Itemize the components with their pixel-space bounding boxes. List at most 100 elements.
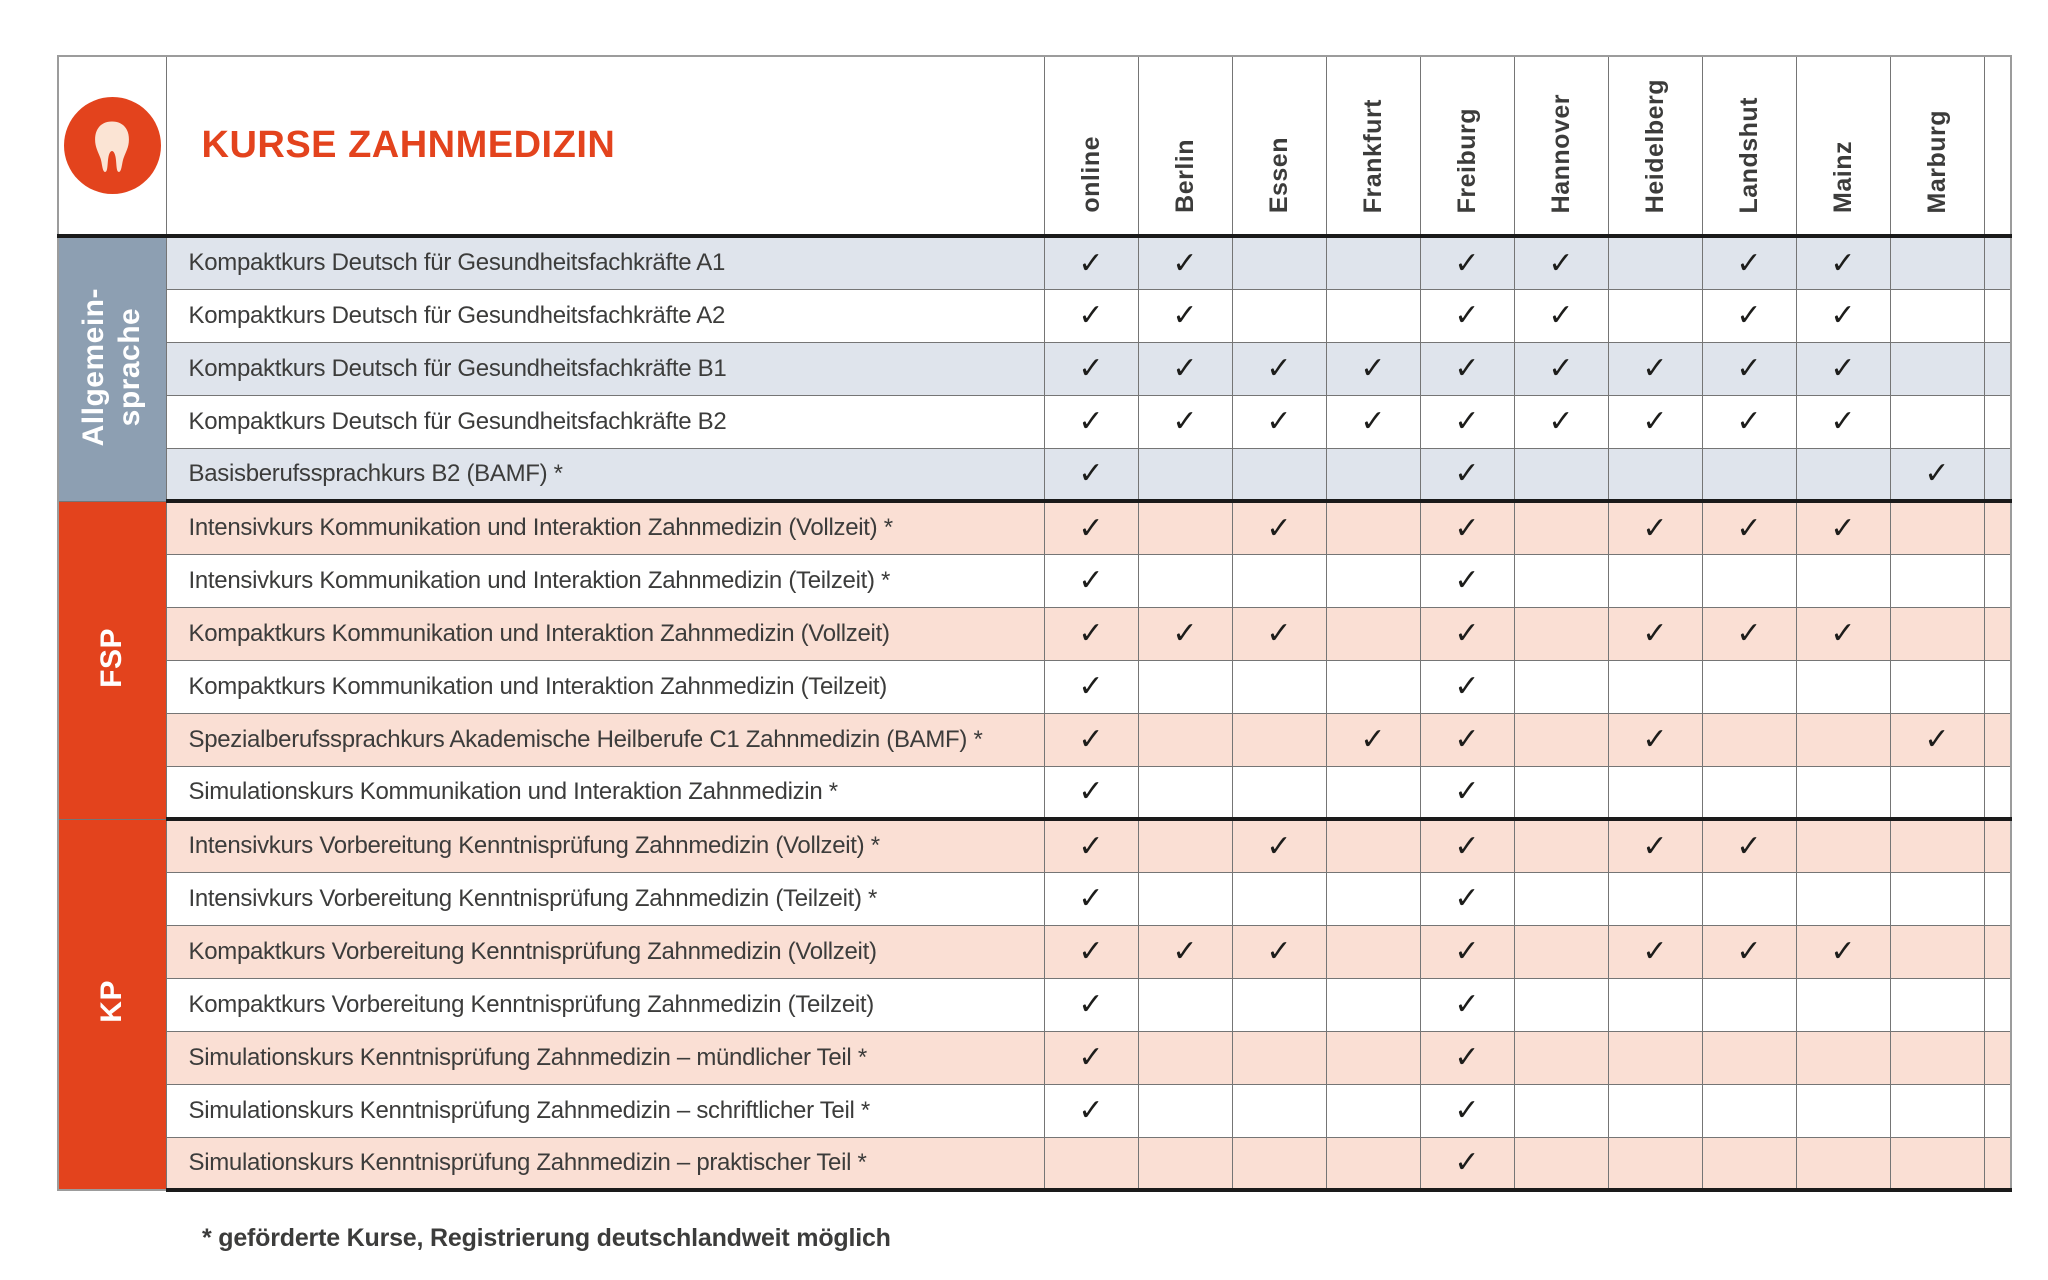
empty-cell: [1795, 1083, 1891, 1138]
spacer-column: [1983, 55, 2012, 238]
column-header-label: Landshut: [1734, 96, 1763, 214]
empty-cell: [1513, 924, 1609, 979]
column-header-berlin: Berlin: [1137, 55, 1233, 238]
empty-cell: [1889, 1083, 1985, 1138]
empty-cell: [1231, 871, 1327, 926]
empty-cell: [1325, 1030, 1421, 1085]
check-mark-cell: ✓: [1607, 712, 1703, 767]
empty-cell: [1607, 288, 1703, 343]
empty-cell: [1231, 447, 1327, 503]
empty-cell: [1701, 1083, 1797, 1138]
check-mark-cell: ✓: [1419, 924, 1515, 979]
empty-cell: [1701, 765, 1797, 821]
table-row: Spezialberufssprachkurs Akademische Heil…: [58, 712, 2012, 767]
empty-cell: [1137, 871, 1233, 926]
check-mark-cell: ✓: [1043, 924, 1139, 979]
empty-cell: [1889, 977, 1985, 1032]
empty-cell: [1137, 1136, 1233, 1192]
course-label: Kompaktkurs Kommunikation und Interaktio…: [165, 659, 1045, 714]
check-mark-cell: ✓: [1419, 500, 1515, 555]
empty-cell: [1325, 500, 1421, 555]
check-mark-cell: ✓: [1607, 924, 1703, 979]
empty-cell: [1607, 871, 1703, 926]
check-mark-cell: ✓: [1043, 606, 1139, 661]
check-mark-cell: ✓: [1325, 341, 1421, 396]
empty-cell: [1513, 765, 1609, 821]
spacer-cell: [1983, 1083, 2012, 1138]
course-label: Kompaktkurs Kommunikation und Interaktio…: [165, 606, 1045, 661]
empty-cell: [1889, 288, 1985, 343]
empty-cell: [1231, 1136, 1327, 1192]
check-mark-cell: ✓: [1607, 394, 1703, 449]
empty-cell: [1231, 765, 1327, 821]
empty-cell: [1137, 977, 1233, 1032]
check-mark-cell: ✓: [1701, 394, 1797, 449]
check-mark-cell: ✓: [1325, 712, 1421, 767]
spacer-cell: [1983, 765, 2012, 821]
check-mark-cell: ✓: [1419, 765, 1515, 821]
check-mark-cell: ✓: [1043, 765, 1139, 821]
empty-cell: [1513, 818, 1609, 873]
empty-cell: [1889, 235, 1985, 290]
empty-cell: [1325, 659, 1421, 714]
column-header-label: Marburg: [1922, 109, 1951, 214]
check-mark-cell: ✓: [1043, 712, 1139, 767]
empty-cell: [1137, 500, 1233, 555]
empty-cell: [1137, 447, 1233, 503]
empty-cell: [1137, 712, 1233, 767]
empty-cell: [1231, 1083, 1327, 1138]
course-label: Intensivkurs Kommunikation und Interakti…: [165, 553, 1045, 608]
course-label: Kompaktkurs Vorbereitung Kenntnisprüfung…: [165, 924, 1045, 979]
column-header-landshut: Landshut: [1701, 55, 1797, 238]
check-mark-cell: ✓: [1137, 235, 1233, 290]
table-row: KP Intensivkurs Vorbereitung Kenntnisprüf…: [57, 818, 2012, 1191]
table-row: Kompaktkurs Deutsch für Gesundheitsfachk…: [58, 341, 2012, 396]
empty-cell: [1795, 553, 1891, 608]
empty-cell: [1795, 977, 1891, 1032]
course-label: Simulationskurs Kenntnisprüfung Zahnmedi…: [165, 1030, 1045, 1085]
empty-cell: [1231, 712, 1327, 767]
course-label: Simulationskurs Kommunikation und Intera…: [165, 765, 1045, 821]
check-mark-cell: ✓: [1701, 500, 1797, 555]
empty-cell: [1513, 977, 1609, 1032]
check-mark-cell: ✓: [1325, 394, 1421, 449]
spacer-cell: [1983, 977, 2012, 1032]
check-mark-cell: ✓: [1231, 341, 1327, 396]
header-row: KURSE ZAHNMEDIZIN online Berlin Essen Frank…: [57, 55, 2012, 238]
empty-cell: [1513, 1083, 1609, 1138]
empty-cell: [1325, 924, 1421, 979]
column-header-essen: Essen: [1231, 55, 1327, 238]
column-header-hannover: Hannover: [1513, 55, 1609, 238]
spacer-cell: [1983, 394, 2012, 449]
check-mark-cell: ✓: [1137, 606, 1233, 661]
spacer-cell: [1983, 288, 2012, 343]
table-row: Kompaktkurs Deutsch für Gesundheitsfachk…: [58, 288, 2012, 343]
empty-cell: [1889, 500, 1985, 555]
empty-cell: [1325, 818, 1421, 873]
empty-cell: [1513, 447, 1609, 503]
empty-cell: [1607, 447, 1703, 503]
table-row: Allgemein- sprache Kompaktkurs Deutsch fü…: [57, 235, 2012, 502]
table-row: Kompaktkurs Vorbereitung Kenntnisprüfung…: [58, 977, 2012, 1032]
check-mark-cell: ✓: [1419, 341, 1515, 396]
empty-cell: [1231, 1030, 1327, 1085]
check-mark-cell: ✓: [1419, 235, 1515, 290]
check-mark-cell: ✓: [1043, 659, 1139, 714]
empty-cell: [1889, 553, 1985, 608]
logo-cell: [57, 55, 167, 238]
empty-cell: [1889, 765, 1985, 821]
check-mark-cell: ✓: [1137, 924, 1233, 979]
empty-cell: [1043, 1136, 1139, 1192]
table-row: Simulationskurs Kenntnisprüfung Zahnmedi…: [58, 1136, 2012, 1192]
check-mark-cell: ✓: [1137, 394, 1233, 449]
course-label: Spezialberufssprachkurs Akademische Heil…: [165, 712, 1045, 767]
check-mark-cell: ✓: [1231, 924, 1327, 979]
check-mark-cell: ✓: [1419, 1136, 1515, 1192]
check-mark-cell: ✓: [1231, 500, 1327, 555]
course-label: Basisberufssprachkurs B2 (BAMF) *: [165, 447, 1045, 503]
page-title: KURSE ZAHNMEDIZIN: [165, 55, 1045, 238]
check-mark-cell: ✓: [1043, 288, 1139, 343]
check-mark-cell: ✓: [1043, 553, 1139, 608]
course-label: Kompaktkurs Vorbereitung Kenntnisprüfung…: [165, 977, 1045, 1032]
column-header-label: Heidelberg: [1640, 78, 1669, 213]
